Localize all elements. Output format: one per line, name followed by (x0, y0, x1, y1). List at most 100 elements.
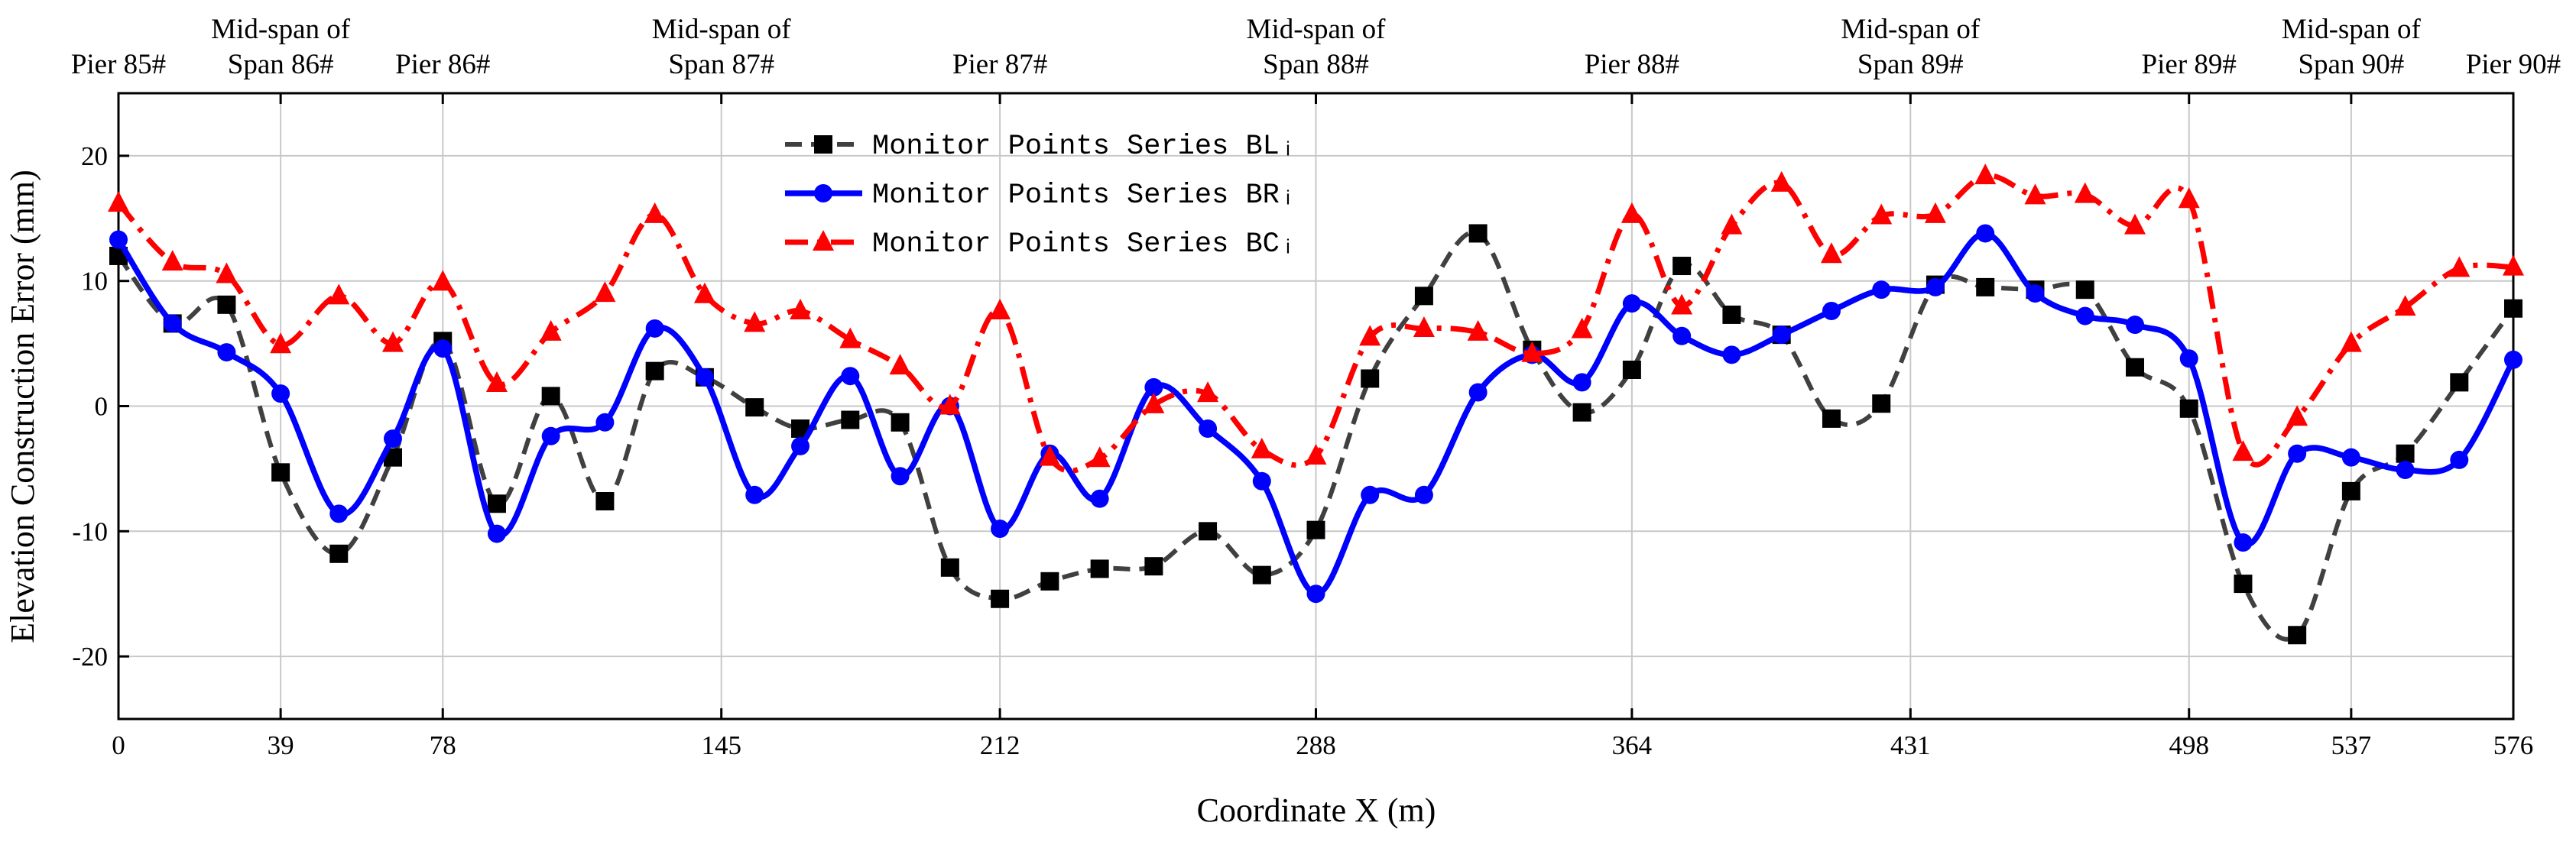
marker (2504, 350, 2522, 369)
x-tick-label: 576 (2493, 730, 2534, 760)
x-tick-label: 498 (2169, 730, 2209, 760)
marker (1672, 326, 1692, 345)
marker (109, 230, 128, 249)
marker (1572, 373, 1591, 392)
x-tick-label: 288 (1296, 730, 1336, 760)
marker (433, 339, 453, 358)
y-tick-label: 20 (81, 141, 108, 171)
marker (328, 283, 350, 305)
marker (1361, 485, 1380, 504)
x-tick-label: 537 (2331, 730, 2372, 760)
marker (1571, 317, 1593, 338)
top-axis-label: Mid-span of Span 87# (651, 14, 791, 80)
marker (989, 299, 1011, 320)
x-tick-label: 78 (430, 730, 456, 760)
marker (217, 343, 236, 362)
top-axis-label: Mid-span of Span 90# (2281, 14, 2421, 80)
x-tick-label: 212 (980, 730, 1020, 760)
x-tick-label: 39 (268, 730, 294, 760)
marker (2075, 306, 2094, 325)
marker (1822, 409, 1841, 428)
marker (1572, 403, 1591, 422)
marker (1199, 419, 1218, 438)
marker (1144, 557, 1163, 576)
marker (1870, 203, 1893, 225)
marker (745, 398, 764, 417)
marker (1252, 471, 1271, 491)
marker (813, 230, 834, 251)
marker (2448, 256, 2471, 277)
y-axis-title: Elevation Construction Error (mm) (4, 170, 41, 643)
marker (329, 504, 349, 523)
marker (790, 299, 812, 320)
marker (270, 332, 292, 354)
marker (2340, 331, 2362, 352)
y-tick-label: -10 (72, 517, 108, 546)
marker (1090, 559, 1109, 578)
series (108, 164, 2524, 474)
top-axis-label: Pier 86# (395, 49, 491, 80)
marker (541, 426, 560, 445)
marker (744, 311, 766, 332)
marker (1820, 242, 1842, 264)
top-axis-label: Mid-span of Span 89# (1841, 14, 1981, 80)
marker (1622, 360, 1641, 379)
marker (841, 367, 860, 386)
marker (2024, 183, 2046, 205)
marker (1197, 381, 1219, 403)
marker (1359, 325, 1381, 346)
marker (1772, 325, 1791, 345)
marker (1414, 287, 1433, 306)
marker (1414, 485, 1433, 504)
marker (1090, 489, 1109, 508)
marker (693, 282, 715, 303)
marker (595, 491, 615, 510)
marker (2126, 358, 2145, 377)
x-tick-label: 0 (112, 730, 125, 760)
marker (645, 319, 664, 338)
marker (216, 262, 238, 283)
marker (1413, 316, 1435, 337)
marker (839, 327, 861, 348)
series-line (116, 230, 2516, 642)
marker (991, 520, 1010, 539)
marker (2341, 448, 2360, 467)
marker (2026, 284, 2045, 303)
marker (383, 429, 402, 449)
marker (1306, 585, 1325, 604)
marker (487, 524, 506, 543)
marker (1039, 445, 1061, 466)
y-tick-label: 10 (81, 267, 108, 296)
marker (1468, 383, 1488, 402)
marker (1872, 394, 1891, 413)
marker (939, 393, 961, 415)
top-axis-label: Pier 88# (1584, 49, 1680, 80)
marker (2396, 461, 2415, 480)
marker (2179, 399, 2198, 418)
marker (2503, 254, 2524, 276)
marker (1467, 319, 1489, 341)
marker (644, 202, 666, 223)
y-tick-label: 0 (95, 392, 109, 422)
marker (2396, 444, 2415, 463)
marker (2450, 373, 2469, 392)
plot-frame (117, 92, 2515, 721)
marker (2394, 295, 2416, 316)
top-axis-label: Mid-span of Span 88# (1246, 14, 1386, 80)
marker (1976, 277, 1995, 296)
marker (1088, 446, 1111, 468)
marker (1144, 377, 1163, 397)
marker (595, 413, 615, 432)
marker (2234, 575, 2253, 594)
marker (1521, 341, 1543, 362)
marker (1305, 444, 1327, 465)
marker (432, 270, 454, 291)
top-axis-label: Pier 90# (2465, 49, 2561, 80)
marker (2074, 182, 2096, 203)
marker (1251, 437, 1273, 458)
marker (940, 558, 959, 577)
marker (2288, 626, 2307, 645)
top-axis-label: Pier 89# (2141, 49, 2237, 80)
marker (1306, 520, 1325, 539)
marker (889, 354, 911, 375)
